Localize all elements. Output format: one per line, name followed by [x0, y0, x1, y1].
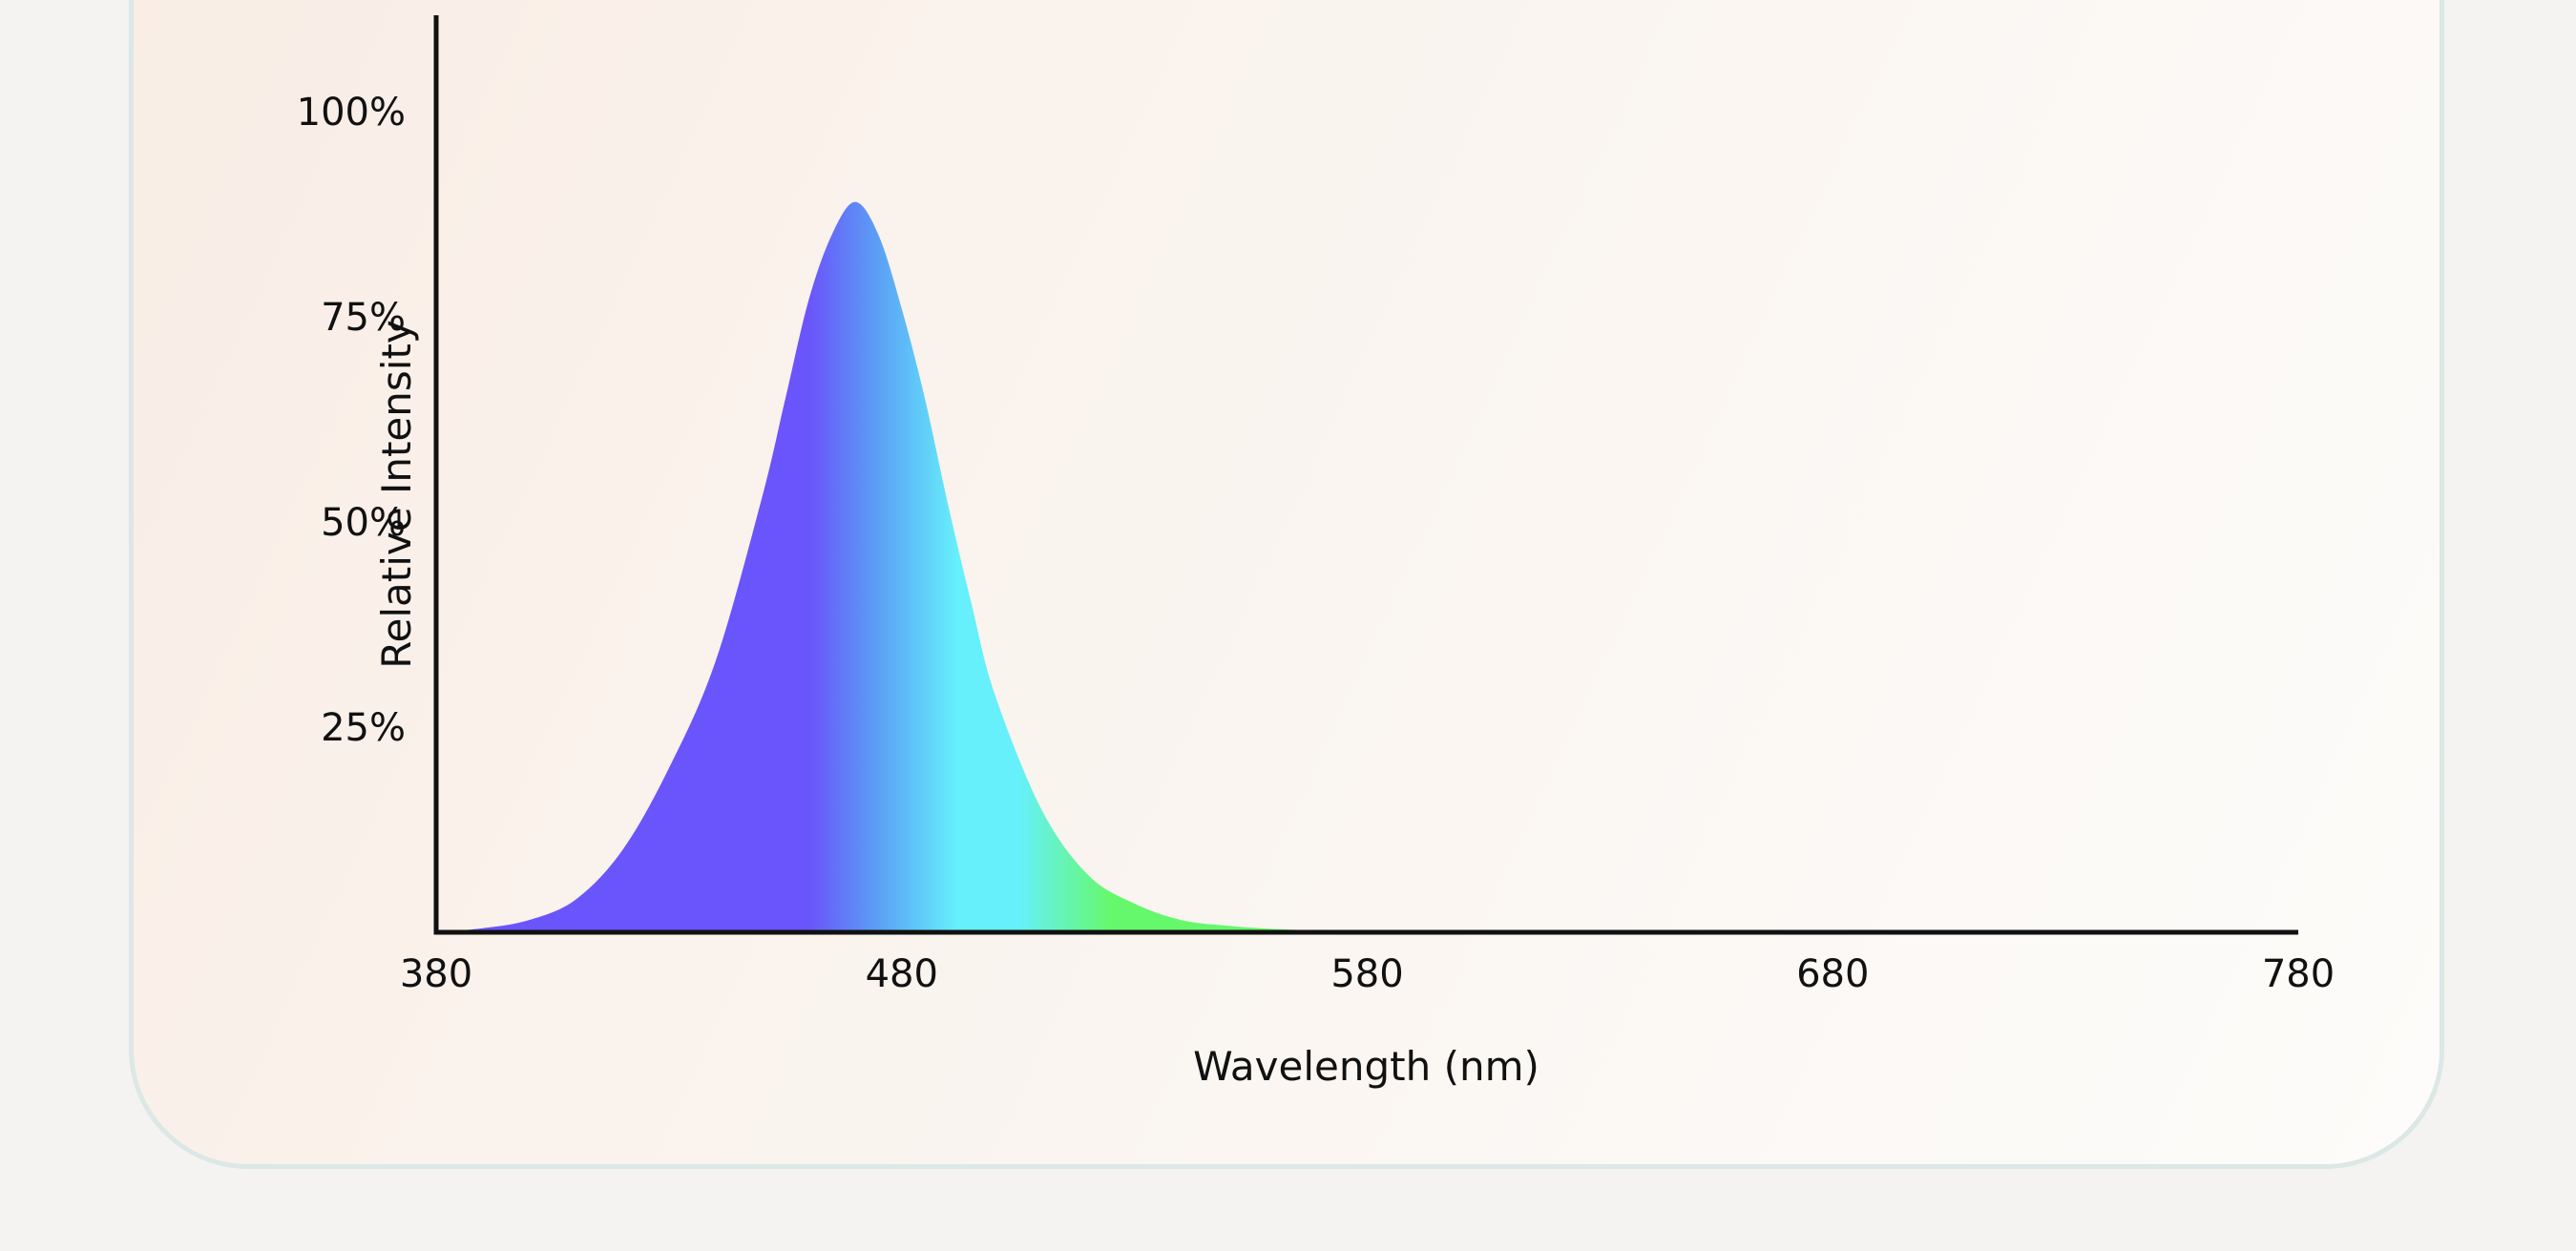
x-tick-label: 580	[1330, 952, 1403, 996]
chart-card: 380 480 580 680 780 25% 50% 75% 100% Wavelength (…	[134, 0, 2440, 1164]
spectrum-chart: 380 480 580 680 780 25% 50% 75% 100% Wavelength (…	[297, 15, 2335, 1090]
spectrum-area	[436, 201, 2298, 933]
axis-layer	[433, 15, 2298, 935]
x-tick-label: 680	[1796, 952, 1869, 996]
label-layer: 380 480 580 680 780 25% 50% 75% 100% Wavelength (…	[297, 91, 2335, 1090]
y-tick-label: 75%	[321, 296, 406, 340]
y-tick-label: 25%	[321, 706, 406, 750]
y-axis-title: Relative Intensity	[373, 320, 420, 669]
plot-layer	[436, 201, 2298, 933]
x-tick-label: 780	[2262, 952, 2335, 996]
x-axis-title: Wavelength (nm)	[1193, 1043, 1539, 1090]
y-tick-label: 100%	[297, 91, 406, 135]
y-tick-label: 50%	[321, 501, 406, 545]
x-tick-label: 480	[866, 952, 938, 996]
x-tick-label: 380	[400, 952, 472, 996]
